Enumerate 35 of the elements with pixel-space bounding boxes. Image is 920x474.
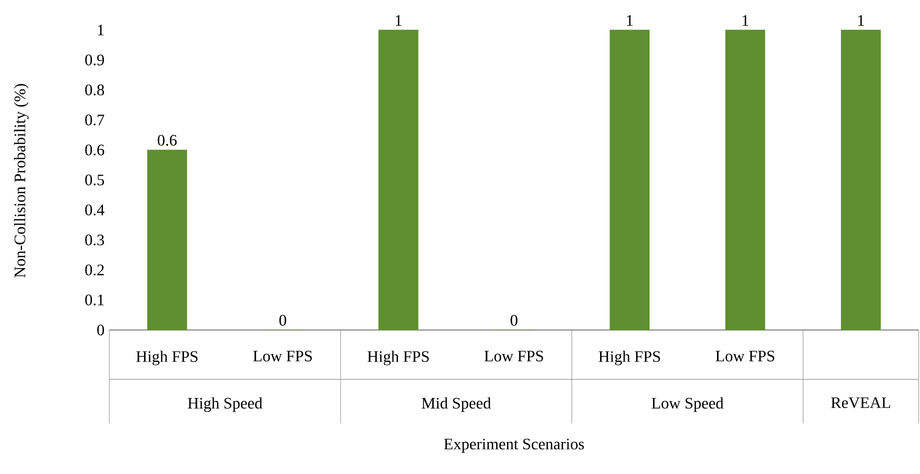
bar [725,30,766,330]
y-tick-label: 0.4 [85,204,104,216]
x-tick-label: Low FPS [253,350,312,362]
x-tick-label: Low FPS [484,350,544,362]
y-tick-label: 1 [98,24,104,36]
text: High Speed [188,397,262,412]
y-tick-label: 0.7 [85,114,104,126]
x-tick-label: High FPS [598,350,660,366]
y-axis-title: Non-Collision Probability (%) [14,84,29,278]
bar [840,30,881,330]
x-axis-title: Experiment Scenarios [444,438,584,453]
bar [378,30,418,330]
y-tick-label: 0.8 [85,84,104,96]
data-label: 0 [510,314,518,326]
x-tick-label: High FPS [368,350,429,366]
data-label: 0 [279,314,286,326]
data-label: 1 [627,15,633,26]
x-tick-label: High FPS [136,350,198,366]
y-tick-label: 0.9 [85,54,104,66]
bar [147,150,188,330]
x-tick-label: Low FPS [716,350,774,362]
y-tick-label: 0.6 [85,144,104,156]
y-tick-label: 0.1 [85,294,104,306]
y-tick-label: 0.5 [85,174,104,186]
text: ReVEAL [831,397,890,408]
data-label: 1 [858,15,864,26]
text: Low Speed [652,397,724,412]
bar [610,30,650,330]
text: Mid Speed [422,397,491,412]
y-tick-label: 0 [97,324,104,336]
data-label: 0.6 [158,134,177,146]
y-tick-label: 0.2 [85,264,104,276]
data-label: 1 [396,15,402,26]
y-tick-label: 0.3 [85,234,104,246]
data-label: 1 [742,15,748,26]
